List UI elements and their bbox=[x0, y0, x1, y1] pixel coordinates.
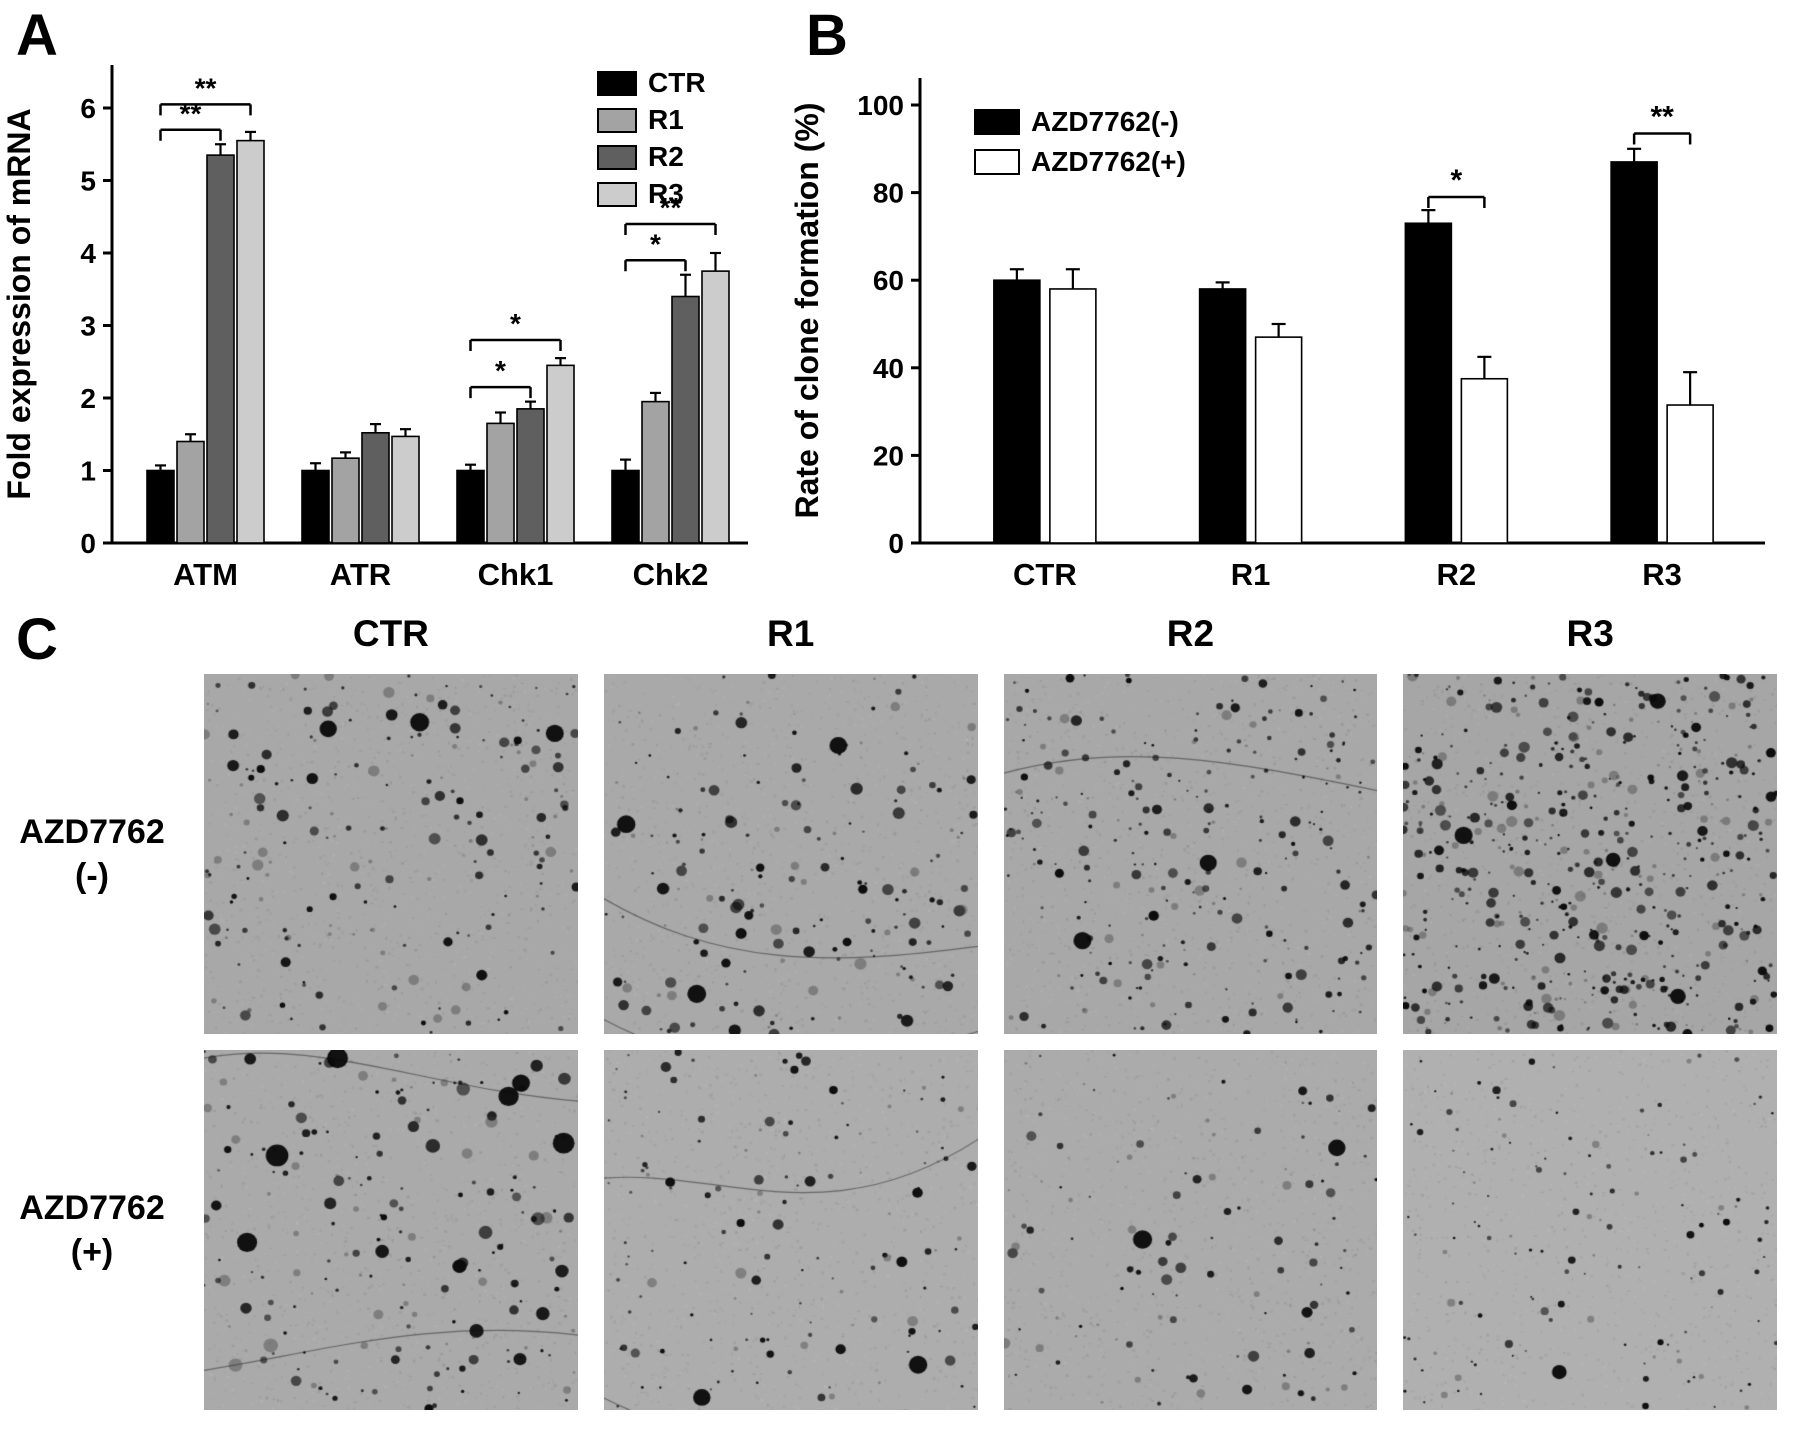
svg-text:3: 3 bbox=[80, 311, 96, 342]
svg-text:0: 0 bbox=[80, 528, 96, 559]
column-header-r1: R1 bbox=[766, 613, 815, 654]
micrograph-ctr-minus bbox=[204, 674, 578, 1034]
micrograph-cell bbox=[204, 1050, 578, 1410]
svg-text:100: 100 bbox=[857, 90, 904, 121]
column-header-ctr: CTR bbox=[352, 613, 429, 654]
svg-text:1: 1 bbox=[80, 456, 96, 487]
panel-b: B 0 20 40 60 80 100 CTR R1 R2 R3 * ** AZD7762(-) AZD7… bbox=[790, 0, 1795, 600]
svg-text:0: 0 bbox=[888, 528, 904, 559]
micrograph-cell bbox=[1003, 674, 1378, 1034]
svg-text:Rate of clone formation (%): Rate of clone formation (%) bbox=[790, 102, 825, 518]
micrograph-cell bbox=[1403, 674, 1777, 1034]
row-label-azd7762-plus: AZD7762 (+) bbox=[6, 1050, 178, 1410]
svg-text:Fold expression of mRNA: Fold expression of mRNA bbox=[1, 108, 37, 499]
svg-text:80: 80 bbox=[873, 178, 904, 209]
micrograph-r2-plus bbox=[1003, 1050, 1378, 1410]
svg-text:Chk1: Chk1 bbox=[478, 557, 554, 592]
row-label-line2: (-) bbox=[75, 857, 109, 895]
svg-text:**: ** bbox=[660, 192, 682, 223]
svg-text:*: * bbox=[510, 308, 521, 339]
micrograph-cell bbox=[204, 674, 578, 1034]
svg-text:**: ** bbox=[195, 72, 217, 103]
svg-text:CTR: CTR bbox=[1013, 557, 1077, 592]
micrograph-cell bbox=[1403, 1050, 1777, 1410]
svg-text:2: 2 bbox=[80, 383, 96, 414]
svg-text:ATM: ATM bbox=[173, 557, 238, 592]
panel-b-label: B bbox=[806, 3, 848, 68]
svg-text:R3: R3 bbox=[1642, 557, 1682, 592]
svg-text:R2: R2 bbox=[648, 141, 684, 172]
svg-text:6: 6 bbox=[80, 93, 96, 124]
svg-text:R1: R1 bbox=[648, 104, 684, 135]
column-header-r2: R2 bbox=[1166, 613, 1215, 654]
micrograph-cell bbox=[603, 1050, 978, 1410]
svg-text:R3: R3 bbox=[648, 178, 684, 209]
svg-text:*: * bbox=[1451, 164, 1463, 197]
panel-a: A 0 1 2 3 4 5 6 ATM ATR Chk1 Chk2 ** ** * * * ** CTR R1 R2 R… bbox=[0, 0, 785, 600]
micrograph-cell bbox=[603, 674, 978, 1034]
svg-text:*: * bbox=[650, 228, 661, 259]
row-label-line2: (+) bbox=[70, 1233, 114, 1271]
svg-text:20: 20 bbox=[873, 440, 904, 471]
svg-text:R2: R2 bbox=[1437, 557, 1477, 592]
svg-text:AZD7762(-): AZD7762(-) bbox=[1031, 106, 1179, 137]
row-label-azd7762-minus: AZD7762 (-) bbox=[6, 674, 178, 1034]
panel-c-label: C bbox=[16, 607, 58, 672]
panel-a-label: A bbox=[16, 3, 58, 68]
micrograph-r2-minus bbox=[1003, 674, 1378, 1034]
svg-text:*: * bbox=[495, 355, 506, 386]
micrograph-r3-minus bbox=[1403, 674, 1777, 1034]
svg-text:Chk2: Chk2 bbox=[633, 557, 709, 592]
svg-text:CTR: CTR bbox=[648, 67, 706, 98]
panel-c: C CTR R1 R2 R3 AZD7762 (-) AZD7762 (+) bbox=[0, 600, 1795, 1429]
svg-text:5: 5 bbox=[80, 166, 96, 197]
svg-text:ATR: ATR bbox=[330, 557, 391, 592]
row-label-line1: AZD7762 bbox=[19, 812, 165, 851]
svg-text:**: ** bbox=[1650, 100, 1674, 133]
svg-text:60: 60 bbox=[873, 265, 904, 296]
micrograph-grid: CTR R1 R2 R3 AZD7762 (-) AZD7762 (+) bbox=[0, 610, 1795, 1410]
svg-text:AZD7762(+): AZD7762(+) bbox=[1031, 146, 1186, 177]
micrograph-r3-plus bbox=[1403, 1050, 1777, 1410]
svg-text:40: 40 bbox=[873, 353, 904, 384]
micrograph-r1-minus bbox=[603, 674, 978, 1034]
micrograph-r1-plus bbox=[603, 1050, 978, 1410]
column-header-r3: R3 bbox=[1566, 613, 1614, 654]
micrograph-ctr-plus bbox=[204, 1050, 578, 1410]
micrograph-cell bbox=[1003, 1050, 1378, 1410]
svg-text:R1: R1 bbox=[1231, 557, 1271, 592]
row-label-line1: AZD7762 bbox=[19, 1188, 165, 1227]
svg-text:4: 4 bbox=[80, 238, 96, 269]
